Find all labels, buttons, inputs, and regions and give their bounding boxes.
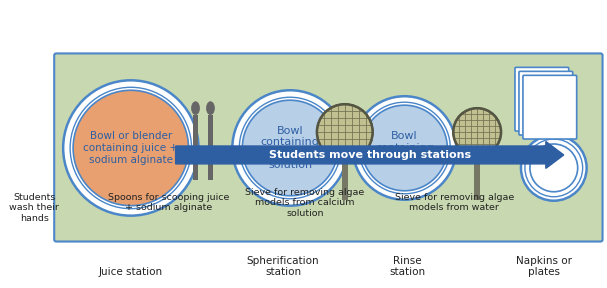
- Circle shape: [242, 100, 338, 196]
- Circle shape: [73, 90, 189, 206]
- Text: Bowl or blender
containing juice +
sodium alginate: Bowl or blender containing juice + sodiu…: [83, 131, 178, 164]
- Ellipse shape: [206, 102, 214, 115]
- Text: Spherification
station: Spherification station: [247, 256, 319, 277]
- Text: Bowl
containing
water: Bowl containing water: [375, 131, 434, 164]
- Circle shape: [521, 135, 586, 201]
- Circle shape: [362, 105, 447, 191]
- FancyBboxPatch shape: [515, 67, 569, 131]
- Text: Napkins or
plates: Napkins or plates: [516, 256, 572, 277]
- Bar: [474, 156, 480, 200]
- FancyBboxPatch shape: [54, 54, 603, 242]
- Bar: [208, 115, 213, 180]
- Text: Rinse
station: Rinse station: [390, 256, 426, 277]
- Ellipse shape: [192, 102, 200, 115]
- Text: Sieve for removing algae
models from calcium
solution: Sieve for removing algae models from cal…: [245, 188, 365, 218]
- Circle shape: [453, 108, 501, 156]
- Text: Students move through stations: Students move through stations: [269, 150, 471, 160]
- Text: Juice station: Juice station: [99, 267, 163, 277]
- FancyBboxPatch shape: [523, 75, 577, 139]
- Bar: [193, 115, 198, 180]
- Circle shape: [530, 144, 578, 192]
- Circle shape: [353, 96, 456, 200]
- Circle shape: [317, 104, 373, 160]
- Text: Bowl
containing
calcium
solution: Bowl containing calcium solution: [260, 126, 319, 170]
- Bar: [342, 160, 348, 200]
- FancyBboxPatch shape: [519, 71, 572, 135]
- Circle shape: [63, 80, 198, 216]
- Circle shape: [232, 90, 348, 206]
- Circle shape: [525, 139, 583, 197]
- FancyArrow shape: [175, 141, 564, 168]
- Text: Students
wash their
hands: Students wash their hands: [10, 193, 59, 223]
- Text: Spoons for scooping juice
+ sodium alginate: Spoons for scooping juice + sodium algin…: [108, 193, 229, 212]
- Text: Sieve for removing algae
models from water: Sieve for removing algae models from wat…: [395, 193, 514, 212]
